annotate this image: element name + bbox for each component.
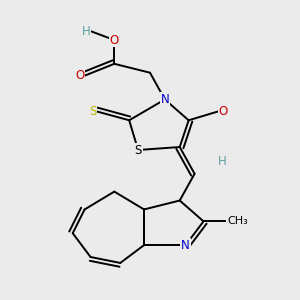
Text: H: H bbox=[82, 25, 91, 38]
Text: O: O bbox=[110, 34, 119, 46]
Text: N: N bbox=[160, 93, 169, 106]
Text: S: S bbox=[89, 105, 97, 118]
Text: N: N bbox=[181, 238, 190, 252]
Text: CH₃: CH₃ bbox=[227, 216, 248, 226]
Text: H: H bbox=[218, 155, 227, 168]
Text: O: O bbox=[218, 105, 228, 118]
Text: S: S bbox=[134, 143, 142, 157]
Text: O: O bbox=[75, 69, 85, 82]
